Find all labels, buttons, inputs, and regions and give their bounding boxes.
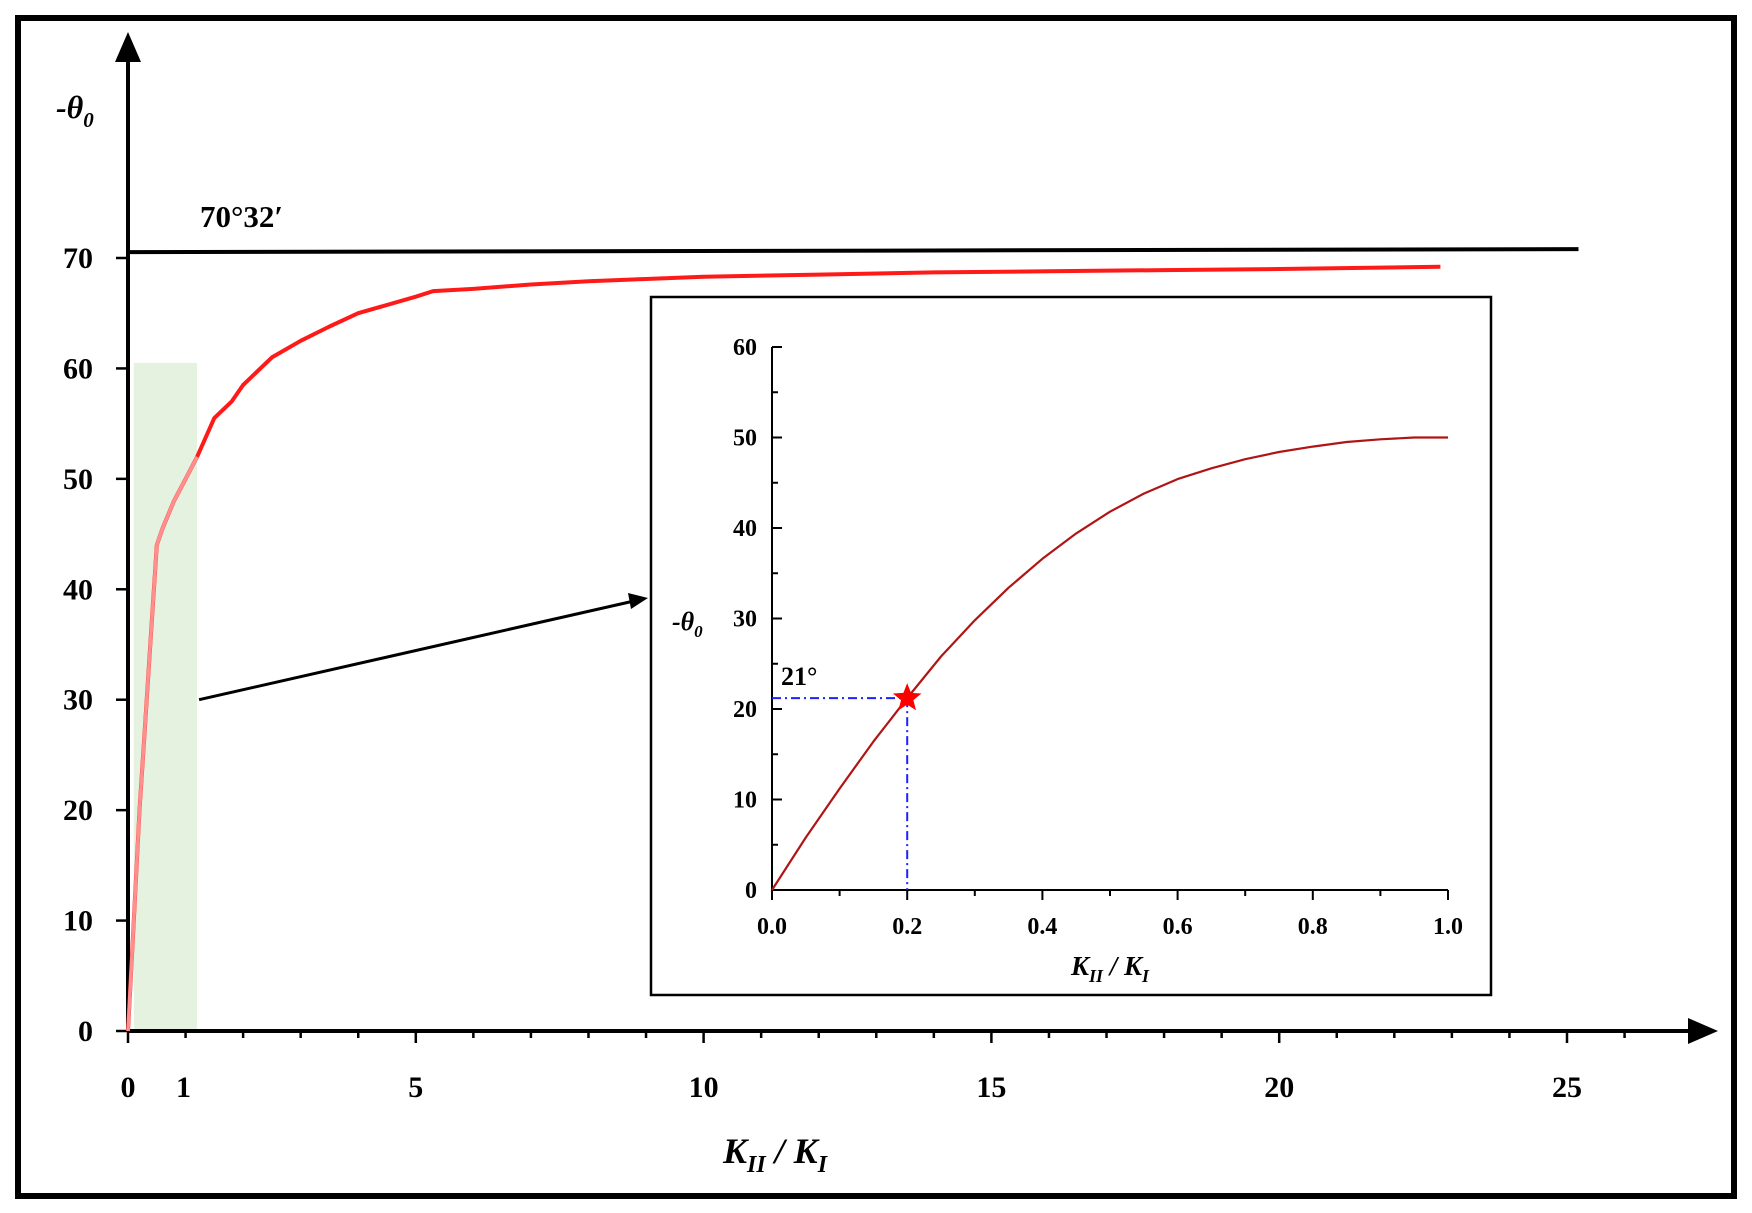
inset-frame (649, 295, 1493, 997)
asymptote-label: 70°32′ (200, 199, 283, 234)
x-tick-label-extra: 1 (176, 1071, 191, 1104)
inset-curve (771, 436, 1448, 891)
x-tick-label: 0 (121, 1071, 136, 1104)
x-axis-title: KII / KI (722, 1131, 829, 1178)
x-tick-label: 25 (1552, 1071, 1582, 1104)
inset-x-tick-label: 0.4 (1027, 914, 1057, 940)
main-curve-highlight (126, 455, 199, 1032)
y-tick-label: 30 (63, 684, 93, 717)
x-tick-label: 10 (689, 1071, 719, 1104)
inset-x-tick-label: 0.8 (1298, 914, 1328, 940)
inset-x-axis-title-sep: / K (1103, 951, 1144, 981)
x-tick-label: 5 (408, 1071, 423, 1104)
inset-x-tick-label: 0.2 (892, 914, 922, 940)
y-tick-label: 20 (63, 794, 93, 827)
x-tick-label: 15 (976, 1071, 1006, 1104)
inset-x-axis-title-sub2: I (1141, 966, 1150, 986)
inset-y-axis-title-main: -θ (672, 607, 695, 636)
inset-x-tick-label: 0.0 (757, 914, 787, 940)
y-tick-label: 40 (63, 573, 93, 606)
y-tick-label: 60 (63, 352, 93, 385)
inset-y-tick-label: 30 (733, 607, 757, 633)
inset-x-axis-title: KII / KI (1070, 951, 1150, 986)
inset-x-axis-title-main: K (1070, 951, 1091, 981)
y-tick-label: 10 (63, 905, 93, 938)
inset-y-tick-label: 50 (733, 426, 757, 452)
inset-y-tick-label: 60 (733, 335, 757, 361)
inset-x-tick-label: 0.6 (1163, 914, 1193, 940)
x-axis-title-sub1: II (746, 1152, 767, 1178)
x-axis-title-sub2: I (817, 1152, 829, 1178)
marker-label: 21° (781, 662, 817, 691)
marker-star (892, 683, 922, 711)
x-axis-title-sep: / K (766, 1131, 821, 1171)
y-tick-label: 0 (78, 1015, 93, 1048)
inset-y-tick-label: 40 (733, 516, 757, 542)
y-tick-label: 50 (63, 463, 93, 496)
zoom-arrow-head (628, 593, 648, 609)
inset-y-tick-label: 10 (733, 788, 757, 814)
asymptote-line (127, 247, 1579, 255)
zoom-arrow-line (198, 599, 635, 702)
x-tick-label: 20 (1264, 1071, 1294, 1104)
inset-y-tick-label: 0 (745, 878, 757, 904)
y-axis-title: -θ0 (56, 89, 94, 132)
x-axis-title-main: K (722, 1131, 750, 1171)
x-axis-arrowhead (1688, 1018, 1718, 1044)
inset-y-tick-label: 20 (733, 697, 757, 723)
inset-y-axis-title: -θ0 (672, 607, 703, 641)
y-axis-arrowhead (115, 32, 141, 62)
y-axis-title-sub: 0 (83, 108, 94, 132)
y-tick-label: 70 (63, 242, 93, 275)
highlight-band (133, 362, 198, 1032)
inset-x-tick-label: 1.0 (1433, 914, 1463, 940)
inset-x-axis-title-sub1: II (1088, 966, 1104, 986)
y-axis-title-main: -θ (56, 89, 84, 125)
inset-y-axis-title-sub: 0 (694, 622, 703, 641)
